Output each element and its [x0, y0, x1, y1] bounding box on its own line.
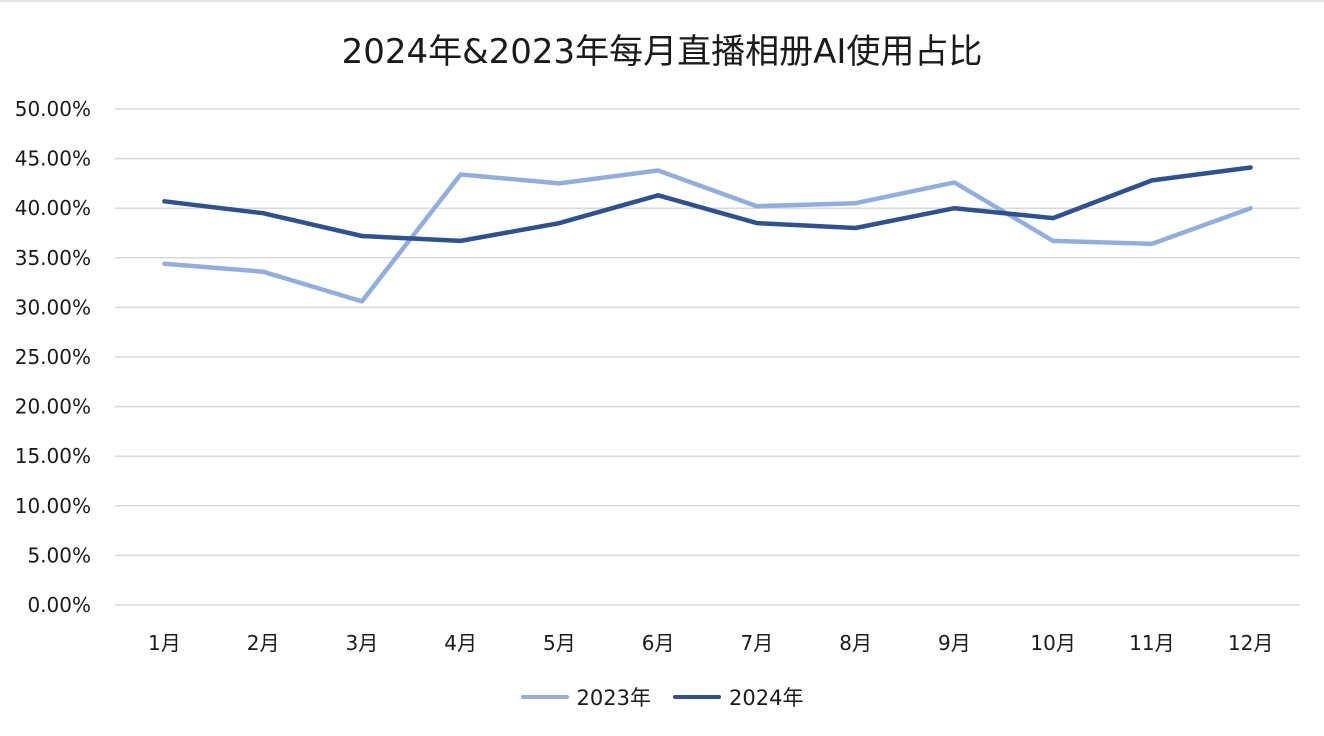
legend: 2023年 2024年: [0, 682, 1324, 712]
x-tick-label: 5月: [543, 631, 576, 655]
legend-label-2024: 2024年: [729, 686, 804, 710]
y-tick-label: 10.00%: [15, 494, 91, 518]
legend-swatch-2024: [673, 695, 721, 699]
chart-title: 2024年&2023年每月直播相册AI使用占比: [341, 32, 983, 72]
x-tick-label: 10月: [1030, 631, 1075, 655]
x-tick-label: 8月: [839, 631, 872, 655]
y-tick-label: 40.00%: [15, 196, 91, 220]
y-tick-label: 45.00%: [15, 147, 91, 171]
legend-item-2024[interactable]: 2024年: [673, 682, 803, 712]
legend-label-2023: 2023年: [576, 686, 651, 710]
y-tick-label: 0.00%: [27, 593, 91, 617]
x-tick-label: 1月: [148, 631, 181, 655]
x-tick-label: 12月: [1228, 631, 1273, 655]
x-tick-label: 9月: [938, 631, 971, 655]
x-tick-label: 6月: [642, 631, 675, 655]
y-tick-label: 5.00%: [27, 543, 91, 567]
x-tick-label: 2月: [247, 631, 280, 655]
legend-item-2023[interactable]: 2023年: [520, 682, 651, 712]
y-tick-label: 50.00%: [15, 97, 91, 121]
series-line-2023: [162, 168, 1253, 304]
y-tick-label: 15.00%: [15, 444, 91, 468]
y-tick-label: 30.00%: [15, 295, 91, 319]
top-border: [0, 0, 1324, 2]
x-tick-label: 11月: [1129, 631, 1174, 655]
series-line-2024: [162, 165, 1253, 244]
y-tick-label: 25.00%: [15, 345, 91, 369]
x-tick-label: 3月: [346, 631, 379, 655]
legend-swatch-2023: [520, 695, 569, 699]
y-tick-label: 35.00%: [15, 246, 91, 270]
y-tick-label: 20.00%: [15, 395, 91, 419]
x-tick-label: 4月: [444, 631, 477, 655]
x-tick-label: 7月: [741, 631, 774, 655]
